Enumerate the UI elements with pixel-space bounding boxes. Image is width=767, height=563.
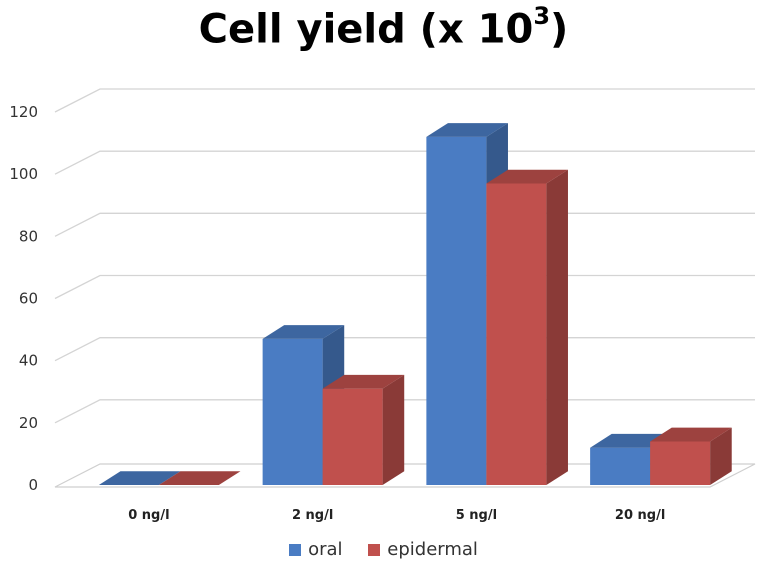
bar-epidermal-3 xyxy=(650,427,732,485)
gridline xyxy=(54,274,755,300)
y-tick-label: 20 xyxy=(19,414,38,432)
floor-layer xyxy=(54,463,756,488)
gridline xyxy=(54,150,755,175)
x-category-label: 20 ng/l xyxy=(615,508,665,523)
x-category-label: 0 ng/l xyxy=(128,508,169,523)
bar-top xyxy=(426,123,508,137)
y-tick-label: 40 xyxy=(19,352,38,370)
legend-swatch-oral xyxy=(289,543,302,556)
chart-title-text: Cell yield (x 10 xyxy=(198,6,534,53)
bar-epidermal-2 xyxy=(486,169,568,486)
gridline xyxy=(54,88,755,113)
legend-swatch-epidermal xyxy=(368,543,381,556)
bar-top xyxy=(486,169,568,184)
y-tick-label: 100 xyxy=(9,165,38,183)
legend-item-oral: oral xyxy=(289,539,343,560)
x-category-label: 5 ng/l xyxy=(456,508,497,523)
bar-top xyxy=(98,471,181,485)
bar-front xyxy=(426,136,487,485)
chart-floor xyxy=(54,463,756,488)
bar-top xyxy=(158,471,241,485)
bar-top xyxy=(262,325,345,339)
bar-top xyxy=(650,427,732,442)
grid-layer xyxy=(54,88,755,424)
bar-epidermal-1 xyxy=(322,374,405,485)
gridline xyxy=(54,212,755,237)
bar-front xyxy=(322,388,383,485)
bar-front xyxy=(650,441,711,485)
bar-front xyxy=(486,183,547,485)
bar-front xyxy=(262,338,323,485)
y-tick-label: 80 xyxy=(19,227,38,245)
y-axis-ticks: 0 20 40 60 80 100 120 xyxy=(9,103,38,494)
bar-side xyxy=(710,427,732,485)
legend: oral epidermal xyxy=(0,539,767,561)
bar-top xyxy=(322,374,405,389)
legend-item-epidermal: epidermal xyxy=(368,539,478,560)
y-tick-label: 0 xyxy=(28,476,38,494)
legend-label-epidermal: epidermal xyxy=(387,539,478,560)
bar-epidermal-0 xyxy=(158,471,241,485)
x-axis-categories: 0 ng/l 2 ng/l 5 ng/l 20 ng/l xyxy=(128,508,665,523)
chart-title-suffix: ) xyxy=(550,6,569,53)
gridline xyxy=(54,399,755,424)
chart-title-superscript: 3 xyxy=(533,2,551,30)
gridline xyxy=(54,337,755,362)
x-category-label: 2 ng/l xyxy=(292,508,333,523)
bar-front xyxy=(590,447,651,485)
bar-oral-0 xyxy=(98,471,181,485)
legend-label-oral: oral xyxy=(308,539,343,560)
y-tick-label: 60 xyxy=(19,290,38,308)
y-tick-label: 120 xyxy=(9,103,38,121)
bar-side xyxy=(382,374,405,485)
bar-side xyxy=(546,169,568,486)
chart-title: Cell yield (x 103) xyxy=(0,2,767,53)
bars-layer xyxy=(98,123,732,486)
